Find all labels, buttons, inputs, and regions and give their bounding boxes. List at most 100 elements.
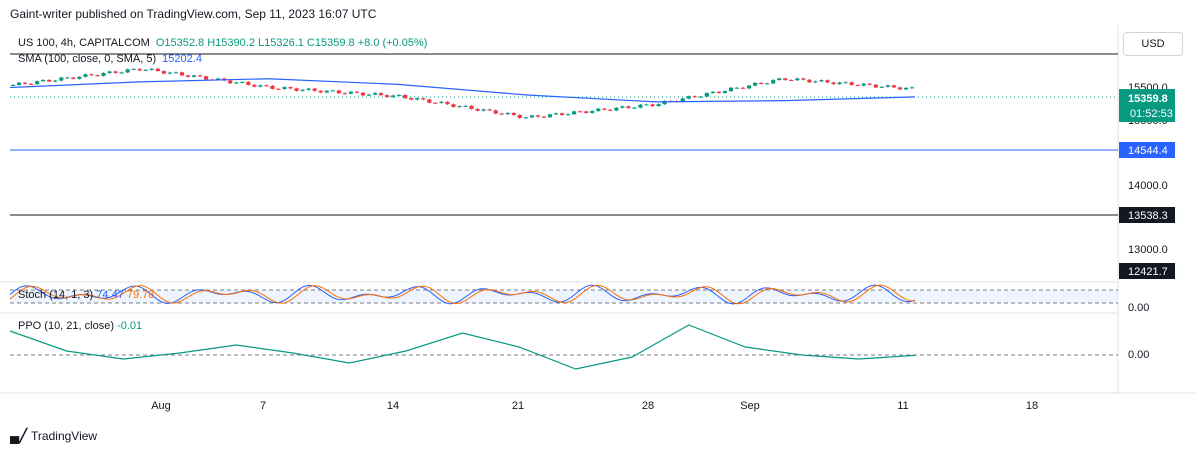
candle-body[interactable] (644, 104, 649, 106)
candle-body[interactable] (330, 90, 335, 92)
candle-body[interactable] (638, 104, 643, 108)
stoch-label[interactable]: Stoch (14, 1, 3) (18, 289, 94, 301)
candle-body[interactable] (897, 87, 903, 90)
candle-body[interactable] (113, 71, 118, 73)
candle-body[interactable] (137, 68, 142, 71)
candle-body[interactable] (783, 78, 788, 81)
candle-body[interactable] (716, 91, 722, 93)
candle-body[interactable] (825, 80, 830, 83)
candle-body[interactable] (35, 81, 40, 85)
candle-body[interactable] (348, 91, 353, 94)
candle-body[interactable] (759, 82, 764, 84)
stoch-d-line[interactable] (9, 284, 916, 305)
candle-body[interactable] (614, 107, 619, 111)
candle-body[interactable] (276, 88, 281, 90)
candle-body[interactable] (602, 108, 607, 110)
candle-body[interactable] (903, 87, 909, 90)
candle-body[interactable] (662, 100, 667, 105)
candle-body[interactable] (909, 87, 915, 89)
candle-body[interactable] (517, 114, 522, 118)
candle-body[interactable] (493, 110, 498, 114)
candle-body[interactable] (83, 74, 88, 77)
candle-body[interactable] (445, 101, 450, 105)
sma-line[interactable] (9, 78, 916, 103)
candle-body[interactable] (891, 85, 896, 88)
candle-body[interactable] (704, 93, 709, 97)
candle-body[interactable] (547, 114, 553, 118)
candle-body[interactable] (59, 77, 64, 81)
candle-body[interactable] (590, 111, 595, 113)
candle-body[interactable] (22, 82, 28, 84)
candle-body[interactable] (216, 78, 221, 80)
candle-body[interactable] (650, 104, 655, 107)
candle-body[interactable] (288, 87, 293, 89)
candle-body[interactable] (505, 112, 510, 115)
candle-body[interactable] (885, 85, 890, 87)
candle-body[interactable] (487, 109, 492, 111)
candle-body[interactable] (584, 111, 589, 113)
candle-body[interactable] (801, 78, 806, 80)
candle-body[interactable] (415, 98, 420, 100)
candle-body[interactable] (65, 77, 70, 79)
candle-body[interactable] (197, 75, 203, 77)
candle-body[interactable] (849, 82, 854, 86)
candle-body[interactable] (698, 96, 703, 98)
candle-body[interactable] (746, 85, 752, 89)
candle-body[interactable] (294, 88, 299, 91)
candle-body[interactable] (342, 93, 347, 95)
candle-body[interactable] (481, 109, 486, 111)
candle-body[interactable] (572, 111, 577, 115)
candle-body[interactable] (596, 108, 601, 112)
candle-body[interactable] (131, 68, 136, 70)
candle-body[interactable] (409, 98, 414, 100)
candle-body[interactable] (107, 71, 112, 73)
candle-body[interactable] (300, 89, 305, 91)
candle-body[interactable] (246, 81, 251, 85)
candle-body[interactable] (680, 98, 685, 102)
candle-body[interactable] (469, 105, 474, 109)
candle-body[interactable] (728, 87, 734, 92)
candle-body[interactable] (252, 84, 257, 87)
candle-body[interactable] (795, 78, 800, 81)
candle-body[interactable] (451, 104, 456, 107)
candle-body[interactable] (185, 75, 191, 77)
candle-body[interactable] (439, 101, 444, 103)
candle-body[interactable] (433, 102, 438, 104)
candle-body[interactable] (403, 94, 408, 99)
candle-body[interactable] (179, 72, 185, 76)
candle-body[interactable] (789, 80, 794, 82)
candle-body[interactable] (318, 90, 323, 93)
sma-label[interactable]: SMA (100, close, 0, SMA, 5) (18, 53, 157, 65)
footer-brand[interactable]: TradingView (31, 429, 98, 443)
candle-body[interactable] (843, 82, 848, 84)
candle-body[interactable] (101, 72, 106, 76)
candle-body[interactable] (378, 93, 384, 96)
candle-body[interactable] (837, 82, 842, 85)
candle-body[interactable] (234, 82, 239, 84)
candle-body[interactable] (149, 68, 154, 70)
candle-body[interactable] (258, 85, 263, 87)
candle-body[interactable] (813, 81, 818, 83)
candle-body[interactable] (867, 83, 872, 85)
ppo-line[interactable] (9, 324, 916, 370)
candle-body[interactable] (161, 71, 166, 74)
candle-body[interactable] (753, 82, 758, 86)
candle-body[interactable] (559, 113, 565, 115)
candle-body[interactable] (421, 98, 426, 100)
candle-body[interactable] (511, 112, 516, 115)
candle-body[interactable] (336, 90, 341, 94)
candle-body[interactable] (391, 95, 396, 98)
candle-body[interactable] (366, 94, 372, 96)
candle-body[interactable] (565, 114, 571, 116)
candle-body[interactable] (855, 85, 860, 87)
candle-body[interactable] (777, 78, 782, 80)
candle-body[interactable] (47, 79, 52, 82)
candle-body[interactable] (620, 106, 625, 108)
candle-body[interactable] (626, 106, 631, 109)
candle-body[interactable] (807, 79, 812, 83)
candle-body[interactable] (734, 87, 740, 89)
candle-body[interactable] (457, 106, 462, 108)
candle-body[interactable] (463, 105, 468, 107)
candle-body[interactable] (861, 83, 866, 86)
